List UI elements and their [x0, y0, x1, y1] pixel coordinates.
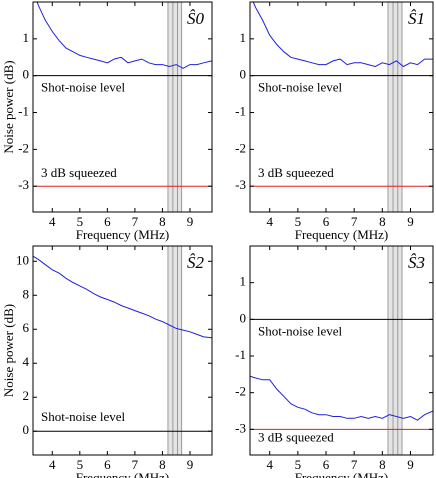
panel-label: Ŝ1 [408, 9, 425, 28]
x-tick-label: 8 [159, 457, 166, 472]
noise-curve [36, 2, 212, 69]
shaded-band [167, 2, 182, 212]
x-tick-label: 6 [104, 457, 111, 472]
shaded-band [167, 246, 182, 455]
x-tick-label: 5 [77, 214, 84, 229]
x-tick-label: 4 [49, 214, 56, 229]
y-tick-label: 0 [240, 310, 247, 325]
noise-curve [250, 375, 433, 421]
x-tick-label: 8 [379, 457, 386, 472]
x-axis-label: Frequency (MHz) [295, 470, 389, 478]
x-tick-label: 9 [407, 457, 414, 472]
x-tick-label: 9 [187, 457, 194, 472]
noise-curve [252, 2, 433, 68]
y-tick-label: 8 [23, 286, 30, 301]
x-tick-label: 5 [295, 214, 302, 229]
y-tick-label: -1 [235, 104, 246, 119]
axes-frame [32, 245, 213, 456]
y-tick-label: -1 [235, 347, 246, 362]
x-tick-label: 9 [187, 214, 194, 229]
x-axis-label: Frequency (MHz) [295, 227, 389, 242]
noise-curve [33, 255, 212, 339]
y-tick-label: -2 [235, 140, 246, 155]
y-tick-label: 1 [240, 274, 247, 289]
shaded-band [387, 246, 403, 455]
axes-frame [249, 1, 434, 213]
y-tick-label: 1 [23, 30, 30, 45]
x-tick-label: 6 [104, 214, 111, 229]
panel-label: Ŝ2 [187, 253, 205, 272]
shaded-band [387, 2, 403, 212]
y-tick-label: -3 [235, 420, 246, 435]
y-tick-label: 0 [23, 67, 30, 82]
reference-label: Shot-noise level [258, 80, 343, 95]
y-tick-label: 0 [23, 422, 30, 437]
panel: Shot-noise level 4 5 6 7 8 9 0 2 4 6 8 10 Frequency (… [1, 245, 213, 478]
reference-label: Shot-noise level [41, 80, 126, 95]
x-axis-label: Frequency (MHz) [76, 470, 170, 478]
axes-frame [32, 1, 213, 213]
y-tick-label: -2 [235, 384, 246, 399]
x-tick-label: 8 [159, 214, 166, 229]
reference-label: 3 dB squeezed [258, 165, 334, 180]
panel-label: Ŝ3 [408, 253, 425, 272]
y-tick-label: 6 [23, 320, 30, 335]
x-tick-label: 9 [407, 214, 414, 229]
y-tick-label: 2 [23, 388, 30, 403]
x-axis-label: Frequency (MHz) [76, 227, 170, 242]
x-tick-label: 4 [49, 457, 56, 472]
x-tick-label: 5 [77, 457, 84, 472]
x-tick-label: 4 [266, 457, 273, 472]
reference-label: Shot-noise level [41, 409, 126, 424]
y-tick-label: 4 [23, 354, 30, 369]
y-tick-label: 0 [240, 67, 247, 82]
panel-label: Ŝ0 [187, 9, 205, 28]
axes-frame [249, 245, 434, 456]
y-tick-label: 1 [240, 30, 247, 45]
y-tick-label: -3 [235, 177, 246, 192]
x-tick-label: 4 [266, 214, 273, 229]
y-axis-label: Noise power (dB) [1, 304, 16, 397]
x-tick-label: 5 [295, 457, 302, 472]
x-tick-label: 6 [323, 214, 330, 229]
x-tick-label: 7 [132, 457, 139, 472]
y-tick-label: 10 [16, 252, 29, 267]
reference-label: 3 dB squeezed [258, 429, 334, 444]
y-tick-label: -1 [18, 104, 29, 119]
y-tick-label: -2 [18, 140, 29, 155]
reference-label: 3 dB squeezed [41, 165, 117, 180]
y-axis-label: Noise power (dB) [1, 60, 16, 153]
x-tick-label: 7 [351, 457, 358, 472]
reference-label: Shot-noise level [258, 323, 343, 338]
y-tick-label: -3 [18, 177, 29, 192]
x-tick-label: 7 [351, 214, 358, 229]
x-tick-label: 8 [379, 214, 386, 229]
x-tick-label: 6 [323, 457, 330, 472]
x-tick-label: 7 [132, 214, 139, 229]
